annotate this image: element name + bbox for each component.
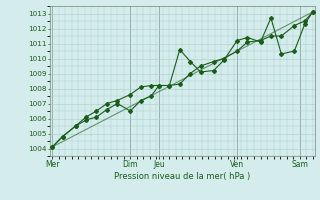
X-axis label: Pression niveau de la mer( hPa ): Pression niveau de la mer( hPa ) bbox=[114, 172, 251, 181]
